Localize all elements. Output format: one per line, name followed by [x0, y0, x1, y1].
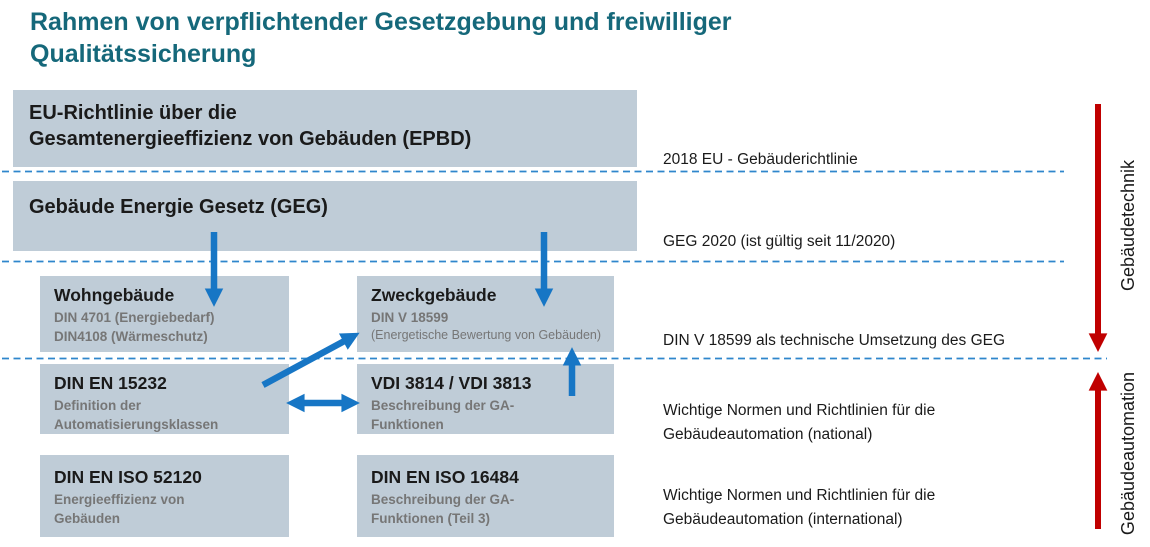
box-wohngebaeude-title: Wohngebäude: [54, 285, 175, 305]
box-eu-richtlinie-epbd: EU-Richtlinie über die Gesamtenergieeffi…: [13, 90, 637, 167]
annotation-2018-eu-richtlinie: 2018 EU - Gebäuderichtlinie: [663, 151, 858, 168]
box-vdi-subtitle: Beschreibung der GA- Funktionen: [371, 398, 515, 432]
box-iso-16484-subtitle: Beschreibung der GA- Funktionen (Teil 3): [371, 492, 515, 526]
page-title: Rahmen von verpflichtender Gesetzgebung …: [30, 8, 732, 68]
box-iso-52120-subtitle: Energieeffizienz von Gebäuden: [54, 492, 185, 526]
box-geg-line1: Gebäude Energie Gesetz (GEG): [29, 196, 328, 218]
box-wohngebaeude-subtitle: DIN 4701 (Energiebedarf) DIN4108 (Wärmes…: [54, 310, 215, 344]
box-wohngebaeude: Wohngebäude DIN 4701 (Energiebedarf) DIN…: [40, 276, 289, 352]
box-din-en-iso-16484: DIN EN ISO 16484 Beschreibung der GA- Fu…: [357, 455, 614, 537]
box-vdi-title: VDI 3814 / VDI 3813: [371, 373, 532, 393]
box-iso-16484-title: DIN EN ISO 16484: [371, 467, 519, 487]
annotation-normen-national: Wichtige Normen und Richtlinien für die …: [663, 402, 936, 443]
box-zweckgebaeude-note: (Energetische Bewertung von Gebäuden): [371, 328, 602, 342]
box-epbd-line1: EU-Richtlinie über die: [29, 102, 237, 124]
box-din-en-15232: DIN EN 15232 Definition der Automatisier…: [40, 364, 289, 434]
box-epbd-line2: Gesamtenergieeffizienz von Gebäuden (EPB…: [29, 128, 472, 150]
box-din-en-15232-subtitle: Definition der Automatisierungsklassen: [54, 398, 219, 432]
box-gebaeude-energie-gesetz: Gebäude Energie Gesetz (GEG): [13, 181, 637, 251]
annotation-din-v-18599: DIN V 18599 als technische Umsetzung des…: [663, 332, 1006, 349]
box-din-en-iso-52120: DIN EN ISO 52120 Energieeffizienz von Ge…: [40, 455, 289, 537]
box-zweckgebaeude-subtitle: DIN V 18599: [371, 310, 449, 325]
box-vdi-3814-3813: VDI 3814 / VDI 3813 Beschreibung der GA-…: [357, 364, 614, 434]
side-label-gebaeudeautomation-wrap: Gebäudeautomation: [1108, 368, 1150, 538]
annotation-geg-2020: GEG 2020 (ist gültig seit 11/2020): [663, 233, 896, 250]
annotation-normen-international: Wichtige Normen und Richtlinien für die …: [663, 487, 936, 528]
box-zweckgebaeude-title: Zweckgebäude: [371, 285, 497, 305]
side-label-gebaeudetechnik-wrap: Gebäudetechnik: [1108, 95, 1150, 355]
side-label-gebaeudetechnik: Gebäudetechnik: [1118, 159, 1139, 291]
box-iso-52120-title: DIN EN ISO 52120: [54, 467, 202, 487]
side-label-gebaeudeautomation: Gebäudeautomation: [1118, 371, 1139, 535]
box-zweckgebaeude: Zweckgebäude DIN V 18599 (Energetische B…: [357, 276, 614, 352]
box-din-en-15232-title: DIN EN 15232: [54, 373, 167, 393]
